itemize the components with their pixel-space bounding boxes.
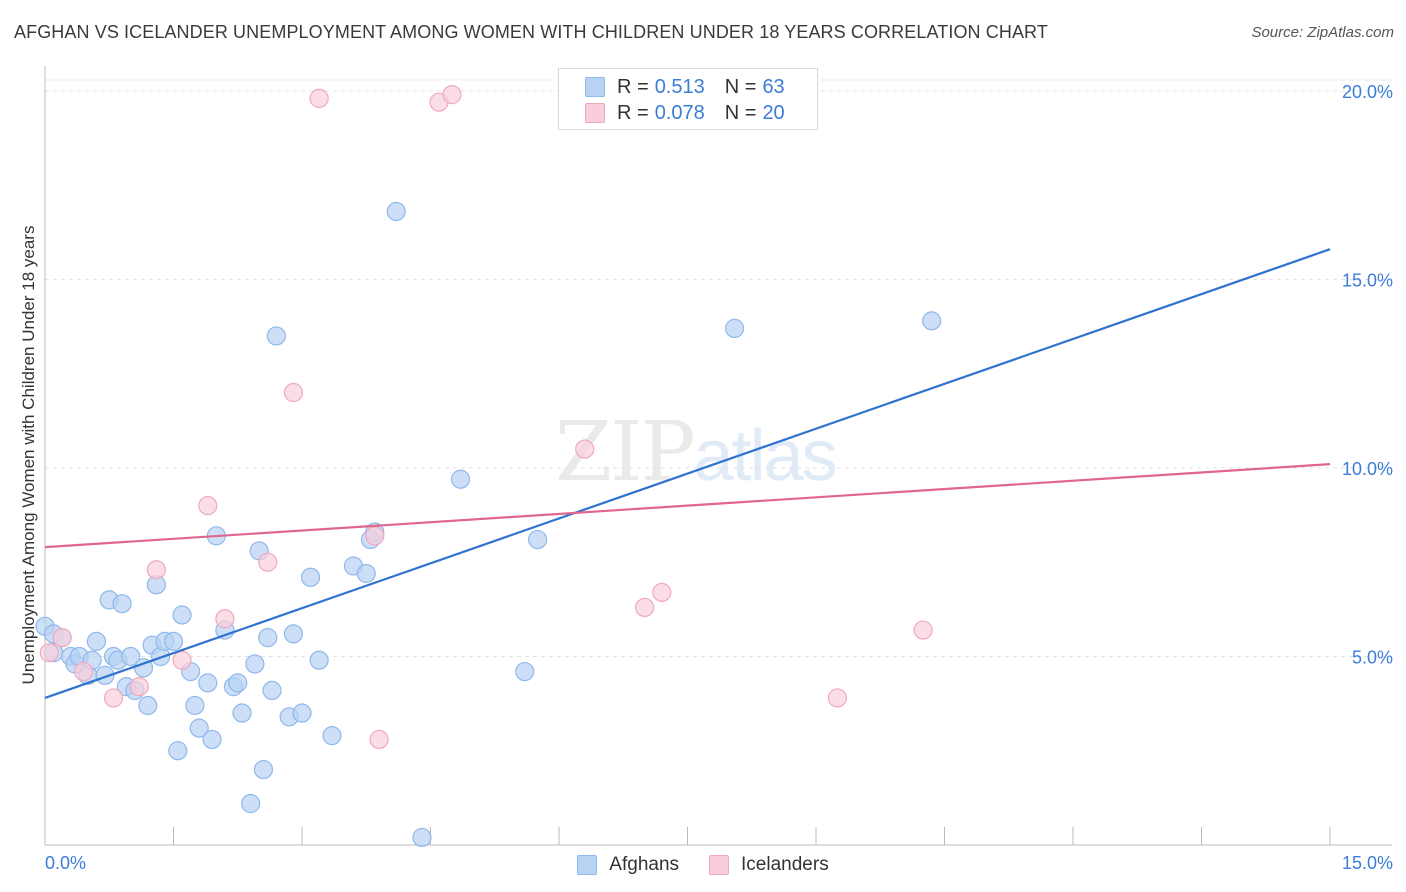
icelander-point: [52, 628, 72, 648]
legend-r-value-icelanders: 0.078: [654, 101, 705, 124]
icelander-point: [827, 688, 848, 708]
icelander-point: [309, 88, 329, 108]
icelander-point: [129, 677, 149, 697]
icelander-point: [635, 597, 655, 618]
afghan-point: [112, 594, 132, 614]
y-tick-label: 15.0%: [1342, 270, 1393, 290]
afghan-point: [412, 827, 432, 848]
afghan-point: [386, 201, 406, 222]
legend-r-value-afghans: 0.513: [654, 75, 705, 98]
icelander-point: [73, 661, 94, 682]
afghan-point: [228, 673, 248, 693]
x-tick-label: 0.0%: [45, 853, 86, 873]
legend-n-value-afghans: 63: [762, 75, 785, 98]
legend-n-label: N =: [724, 101, 757, 124]
icelander-point: [39, 643, 59, 663]
legend-r-label: R =: [617, 101, 649, 124]
afghan-point: [515, 661, 535, 682]
chart-title: AFGHAN VS ICELANDER UNEMPLOYMENT AMONG W…: [14, 22, 1048, 42]
legend-swatch-icelanders: [709, 855, 730, 875]
icelander-point: [258, 552, 278, 572]
legend-row-afghans: R = 0.513 N = 63: [585, 74, 785, 100]
series-legend: Afghans Icelanders: [0, 852, 1406, 878]
afghan-point: [138, 695, 158, 716]
icelander-point: [365, 526, 385, 546]
afghan-point: [527, 529, 548, 550]
afghan-point: [300, 567, 321, 587]
afghan-point: [189, 718, 209, 738]
y-tick-label: 10.0%: [1342, 459, 1393, 479]
legend-row-icelanders: R = 0.078 N = 20: [585, 100, 785, 126]
afghan-point: [185, 695, 205, 716]
afghan-trend-line: [44, 248, 1331, 699]
afghan-point: [202, 729, 222, 750]
afghan-point: [309, 650, 329, 670]
afghan-point: [172, 605, 192, 625]
afghan-point: [258, 628, 278, 648]
legend-n-value-icelanders: 20: [762, 101, 785, 124]
correlation-legend: R = 0.513 N = 63 R = 0.078 N = 20: [558, 68, 818, 130]
legend-label-afghans: Afghans: [609, 854, 680, 875]
afghan-point: [232, 703, 252, 723]
afghan-point: [245, 654, 265, 674]
afghan-point: [253, 759, 274, 780]
icelander-point: [198, 496, 218, 516]
legend-r-label: R =: [617, 75, 649, 98]
legend-label-icelanders: Icelanders: [741, 854, 829, 875]
y-tick-label: 5.0%: [1352, 647, 1393, 667]
afghan-point: [356, 563, 376, 584]
legend-item-icelanders: Icelanders: [709, 854, 829, 876]
source-label: Source: ZipAtlas.com: [1251, 24, 1394, 41]
icelander-point: [146, 560, 166, 580]
afghan-point: [198, 673, 218, 693]
afghan-point: [241, 793, 261, 814]
afghan-point: [262, 680, 282, 701]
y-tick-label: 20.0%: [1342, 82, 1393, 102]
legend-item-afghans: Afghans: [577, 854, 679, 876]
icelander-point: [283, 382, 304, 403]
afghan-point: [266, 326, 286, 346]
legend-swatch-afghans: [585, 77, 605, 97]
afghan-point: [292, 703, 312, 723]
icelander-point: [575, 439, 595, 459]
legend-swatch-afghans: [577, 855, 598, 875]
afghan-point: [450, 469, 471, 489]
icelander-point: [103, 688, 124, 708]
icelander-point: [652, 582, 672, 602]
icelander-point: [913, 620, 933, 640]
icelander-point: [442, 85, 462, 105]
legend-swatch-icelanders: [585, 103, 605, 123]
afghan-point: [283, 624, 304, 644]
icelander-trend-line: [44, 463, 1331, 549]
afghan-point: [168, 741, 188, 761]
afghan-point: [95, 665, 115, 685]
legend-n-label: N =: [724, 75, 757, 98]
afghan-point: [163, 631, 184, 651]
icelander-point: [369, 729, 389, 750]
afghan-point: [86, 631, 107, 651]
afghan-point: [322, 726, 342, 746]
icelander-point: [172, 650, 192, 670]
x-tick-label: 15.0%: [1342, 853, 1393, 873]
afghan-point: [922, 311, 942, 331]
afghan-point: [121, 646, 141, 667]
afghan-point: [725, 318, 745, 339]
icelander-point: [215, 609, 235, 629]
